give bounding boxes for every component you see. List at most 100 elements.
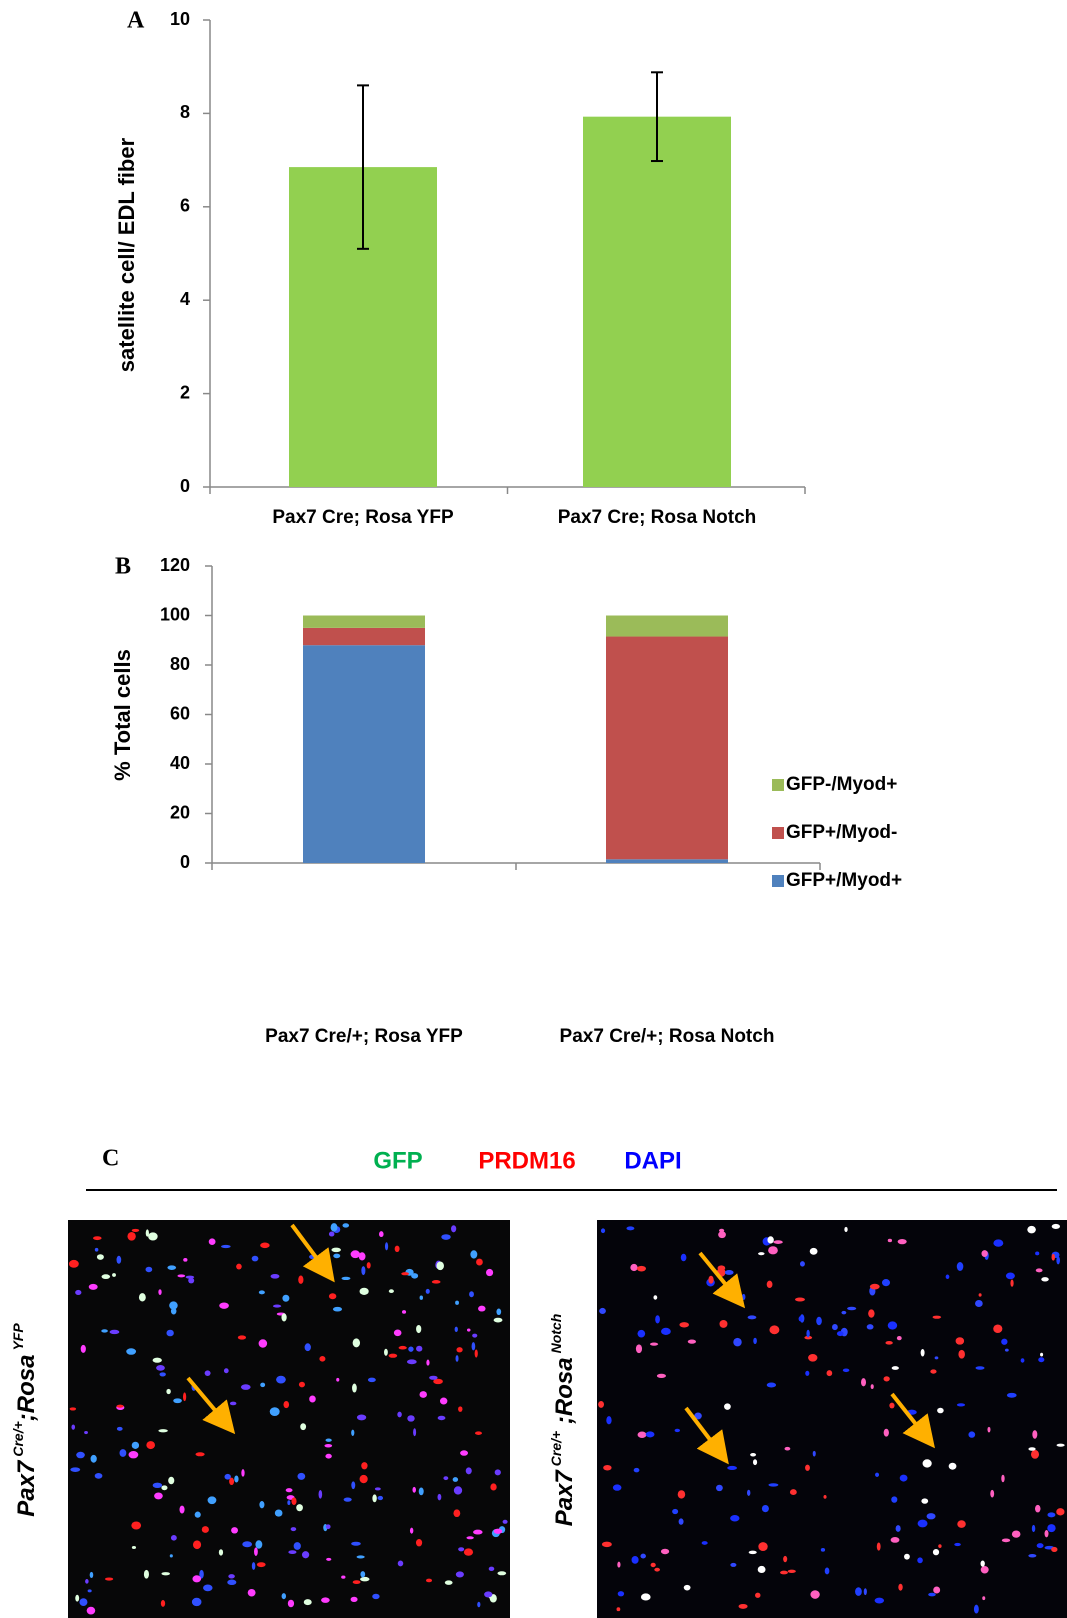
cell [888, 1239, 892, 1242]
cell [727, 1466, 737, 1470]
cell [283, 1401, 289, 1408]
cell [228, 1574, 235, 1578]
cell [987, 1427, 990, 1433]
cell [718, 1231, 726, 1238]
cell [1047, 1524, 1055, 1532]
cell [282, 1295, 289, 1302]
cell [351, 1250, 360, 1258]
cell [773, 1240, 782, 1244]
cell [1028, 1447, 1035, 1451]
cell [85, 1579, 89, 1584]
cell [718, 1265, 726, 1270]
cell [708, 1276, 713, 1284]
cell [341, 1277, 350, 1280]
cell [255, 1540, 262, 1549]
cell [678, 1490, 686, 1498]
cell [867, 1324, 874, 1329]
genotype-part: YFP [10, 1323, 26, 1351]
cell [309, 1395, 316, 1402]
cell [900, 1475, 908, 1482]
cell [810, 1590, 819, 1599]
cell [372, 1494, 376, 1502]
cell [602, 1542, 612, 1548]
cell [438, 1416, 446, 1420]
stain-label: DAPI [624, 1147, 681, 1174]
cell [291, 1527, 297, 1531]
cell [933, 1587, 940, 1594]
cell [412, 1487, 416, 1493]
cell [260, 1243, 269, 1249]
cell [606, 1416, 611, 1424]
cell [630, 1264, 637, 1271]
y-axis-label: satellite cell/ EDL fiber [114, 137, 139, 372]
panel-label: A [127, 8, 145, 34]
cell [171, 1308, 177, 1315]
cell [684, 1585, 691, 1591]
cell [617, 1607, 621, 1611]
cell [158, 1289, 161, 1295]
cell [158, 1429, 167, 1432]
panel-label: C [102, 1146, 119, 1172]
cell [389, 1354, 398, 1358]
x-tick-label: Pax7 Cre/+; Rosa YFP [265, 1026, 463, 1047]
cell [173, 1398, 182, 1403]
cell [598, 1401, 604, 1408]
cell [503, 1520, 508, 1524]
bar-segment [303, 645, 425, 863]
cell [286, 1488, 293, 1492]
cell [800, 1261, 805, 1266]
cell [324, 1444, 332, 1447]
cell [661, 1328, 671, 1335]
cell [949, 1463, 957, 1470]
cell [351, 1481, 355, 1489]
cell [758, 1252, 764, 1255]
cell [252, 1256, 259, 1262]
cell [132, 1229, 139, 1232]
cell [918, 1520, 928, 1528]
cell [326, 1524, 331, 1529]
cell [236, 1264, 242, 1270]
cell [638, 1432, 647, 1438]
cell [891, 1496, 897, 1502]
cell [238, 1335, 246, 1339]
cell [990, 1490, 994, 1498]
cell [884, 1376, 890, 1381]
cell [921, 1349, 925, 1356]
cell [351, 1430, 354, 1436]
cell [95, 1248, 99, 1252]
genotype-part: Cre/+ [548, 1431, 564, 1466]
cell [1045, 1530, 1049, 1537]
cell [979, 1293, 982, 1296]
cell [117, 1405, 124, 1408]
cell [192, 1575, 201, 1582]
cell [131, 1521, 141, 1529]
cell [231, 1527, 238, 1533]
cell [968, 1431, 975, 1437]
cell [739, 1604, 748, 1609]
y-tick-label: 2 [180, 382, 190, 402]
cell [475, 1431, 482, 1435]
cell [127, 1232, 135, 1241]
cell [167, 1265, 176, 1270]
cell [378, 1496, 383, 1500]
cell [864, 1588, 867, 1595]
cell [632, 1556, 639, 1564]
cell [454, 1486, 462, 1494]
cell [805, 1371, 809, 1376]
cell [762, 1505, 769, 1512]
cell [725, 1270, 734, 1275]
cell [884, 1429, 889, 1437]
cell [898, 1584, 902, 1591]
cell [1038, 1357, 1044, 1362]
micrograph [597, 1220, 1067, 1618]
cell [399, 1346, 407, 1350]
cell [825, 1568, 830, 1575]
cell [455, 1327, 458, 1332]
cell [975, 1366, 984, 1369]
cell [1031, 1450, 1039, 1459]
cell [326, 1438, 332, 1441]
cell [748, 1315, 757, 1319]
cell [1037, 1543, 1044, 1548]
cell [329, 1232, 335, 1237]
cell [416, 1539, 422, 1546]
